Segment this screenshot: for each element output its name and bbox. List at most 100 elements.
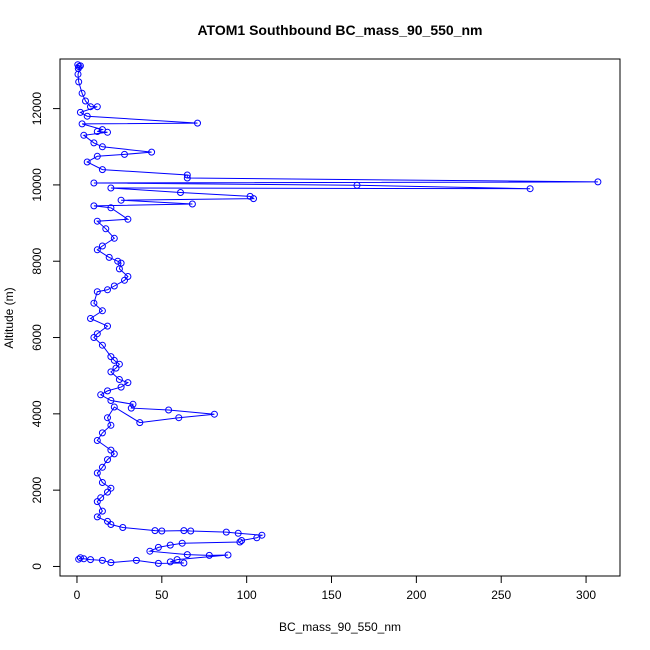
data-point — [97, 391, 105, 399]
x-tick-label: 100 — [237, 588, 257, 602]
data-point — [165, 406, 173, 414]
data-point — [75, 555, 83, 563]
data-point — [90, 202, 98, 210]
data-point — [236, 538, 244, 546]
data-point — [107, 204, 115, 212]
data-point — [124, 379, 132, 387]
data-point — [78, 89, 86, 97]
data-point — [180, 559, 188, 567]
data-point — [119, 524, 127, 531]
x-tick-label: 0 — [74, 588, 81, 602]
y-axis: 0 2000 4000 6000 8000 10000 12000 — [30, 92, 61, 570]
series-layer — [74, 61, 602, 567]
data-point — [80, 131, 88, 139]
data-point — [250, 195, 257, 203]
data-point — [93, 469, 101, 477]
data-point — [173, 556, 181, 564]
data-point — [110, 282, 118, 290]
x-tick-label: 250 — [491, 588, 511, 602]
data-point — [177, 189, 184, 196]
data-point — [98, 143, 106, 151]
data-point — [117, 383, 125, 391]
data-point — [74, 70, 82, 78]
y-tick-label: 8000 — [30, 248, 44, 275]
data-point — [107, 184, 115, 192]
data-point — [180, 527, 188, 535]
data-point — [104, 286, 111, 294]
data-point — [98, 479, 106, 486]
data-point — [93, 152, 101, 160]
chart-title: ATOM1 Southbound BC_mass_90_550_nm — [197, 22, 482, 38]
data-point — [110, 450, 118, 458]
data-point — [107, 521, 115, 528]
data-point — [93, 437, 101, 444]
data-point — [83, 158, 91, 166]
data-point — [98, 307, 106, 315]
data-point — [178, 539, 186, 547]
data-point — [102, 225, 110, 233]
data-point — [93, 246, 101, 254]
data-point — [107, 421, 115, 429]
data-point — [87, 103, 94, 111]
data-point — [238, 537, 246, 544]
data-point — [117, 196, 125, 204]
data-point — [183, 174, 191, 182]
y-tick-label: 10000 — [30, 168, 44, 202]
data-point — [127, 404, 135, 412]
data-point — [151, 527, 159, 535]
data-point — [98, 556, 106, 564]
data-point — [121, 276, 128, 284]
data-point — [90, 139, 98, 147]
data-point — [222, 528, 230, 536]
data-point — [210, 410, 218, 418]
data-point — [83, 112, 91, 120]
data-point — [166, 541, 174, 549]
data-point — [124, 215, 132, 223]
data-point — [205, 551, 213, 559]
data-point — [112, 364, 120, 372]
data-point — [87, 315, 94, 322]
x-axis-label: BC_mass_90_550_nm — [279, 620, 401, 634]
data-point — [146, 547, 154, 555]
data-point — [76, 62, 84, 70]
data-point — [110, 356, 118, 364]
data-point — [114, 257, 122, 265]
data-point — [353, 181, 361, 189]
data-point — [98, 242, 106, 250]
data-point — [110, 234, 118, 242]
y-tick-label: 12000 — [30, 92, 44, 126]
data-point — [90, 179, 98, 187]
data-point — [98, 463, 106, 471]
data-point — [115, 265, 123, 273]
data-point — [129, 400, 137, 408]
data-point — [104, 322, 111, 330]
x-tick-label: 300 — [576, 588, 596, 602]
data-point — [104, 488, 111, 496]
data-point — [594, 178, 602, 186]
data-point — [526, 185, 534, 193]
data-point — [93, 498, 101, 506]
data-point — [132, 556, 140, 564]
data-point — [183, 171, 191, 179]
data-point — [93, 103, 101, 111]
x-tick-label: 50 — [155, 588, 169, 602]
data-point — [148, 148, 156, 156]
x-axis: 0 50 100 150 200 250 300 — [74, 575, 596, 602]
data-point — [107, 559, 115, 567]
x-tick-label: 150 — [321, 588, 341, 602]
y-axis-label: Altitude (m) — [2, 287, 16, 348]
data-point — [105, 253, 113, 261]
data-point — [183, 551, 191, 559]
data-point — [121, 150, 128, 158]
data-point — [166, 558, 174, 566]
data-point — [115, 360, 123, 368]
data-point — [76, 554, 84, 562]
data-point — [194, 119, 201, 127]
data-point — [80, 555, 88, 563]
data-point — [115, 376, 123, 383]
data-point — [98, 166, 106, 174]
data-point — [104, 128, 111, 136]
data-point — [93, 288, 101, 296]
